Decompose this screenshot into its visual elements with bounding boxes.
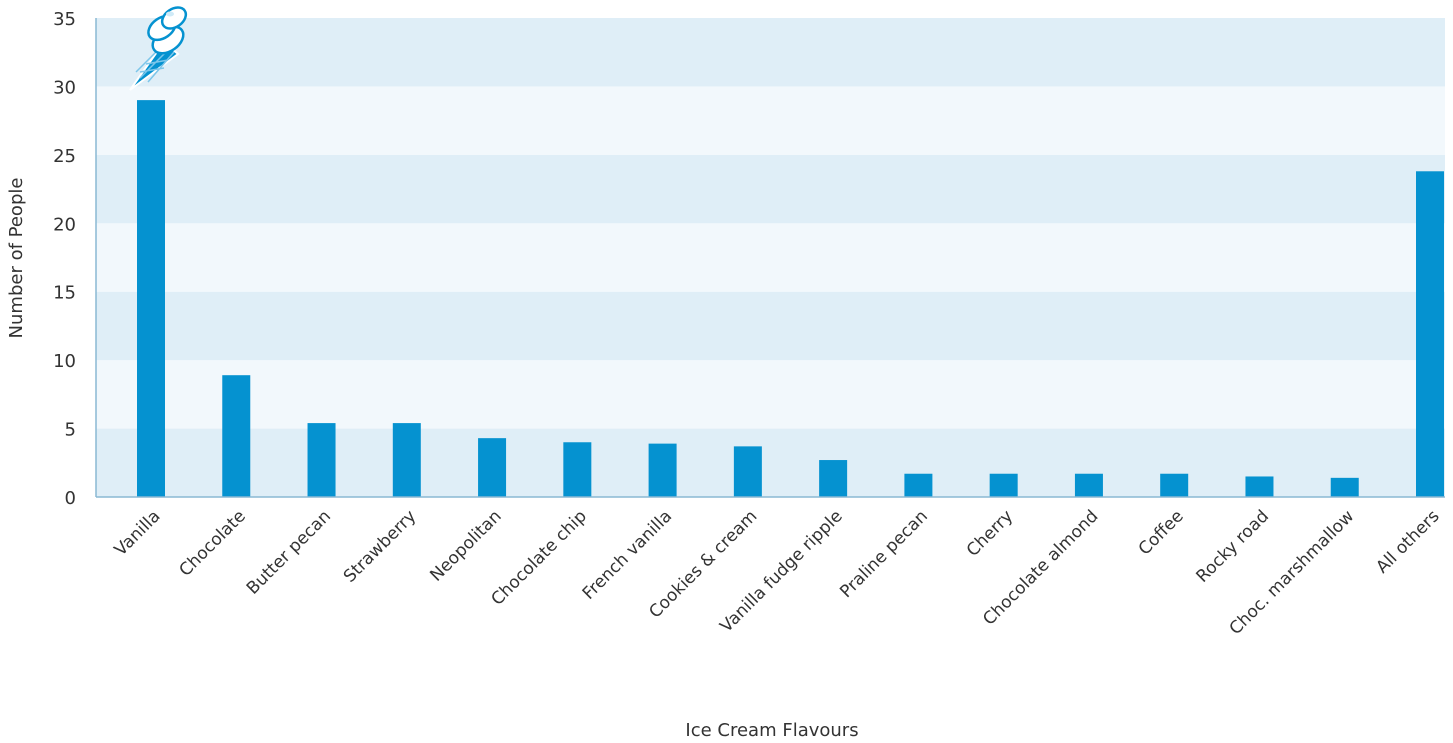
grid-band xyxy=(96,291,1445,361)
x-tick-label: Chocolate xyxy=(176,506,250,580)
grid-band xyxy=(96,18,1445,87)
bar xyxy=(137,100,165,497)
x-tick-label: All others xyxy=(1372,506,1443,577)
y-tick-label: 35 xyxy=(53,9,76,30)
y-tick-label: 20 xyxy=(53,214,76,235)
x-tick-label: Rocky road xyxy=(1193,506,1273,586)
bar xyxy=(1330,477,1359,497)
bar xyxy=(989,473,1018,497)
bar xyxy=(1416,171,1444,497)
bar xyxy=(819,460,848,497)
x-tick-label: Coffee xyxy=(1135,506,1188,559)
grid-band xyxy=(96,154,1445,224)
bar xyxy=(733,446,762,497)
x-tick-label: Praline pecan xyxy=(836,506,932,602)
x-tick-label: Neopolitan xyxy=(426,506,505,585)
y-tick-label: 10 xyxy=(53,351,76,372)
y-axis-title: Number of People xyxy=(6,178,27,339)
y-tick-label: 30 xyxy=(53,77,76,98)
bar xyxy=(1245,476,1274,497)
x-tick-label: Cherry xyxy=(963,506,1017,560)
bar xyxy=(1160,473,1189,497)
bars xyxy=(137,100,1444,497)
x-tick-label: French vanilla xyxy=(579,506,676,603)
bar xyxy=(1074,473,1103,497)
grid-band xyxy=(96,86,1445,155)
y-tick-label: 15 xyxy=(53,283,76,304)
bar xyxy=(392,423,421,497)
x-tick-label: Vanilla xyxy=(111,506,165,560)
grid-band xyxy=(96,223,1445,292)
bar xyxy=(222,375,251,497)
bar xyxy=(648,443,677,497)
bar xyxy=(307,423,336,497)
x-tick-label: Butter pecan xyxy=(243,506,335,598)
y-tick-label: 5 xyxy=(65,420,76,441)
x-tick-label: Strawberry xyxy=(340,506,420,586)
y-tick-label: 0 xyxy=(65,488,76,509)
grid-band xyxy=(96,360,1445,429)
bar xyxy=(563,442,592,497)
x-axis-title: Ice Cream Flavours xyxy=(685,720,858,741)
grid-bands xyxy=(96,18,1445,497)
bar xyxy=(478,438,507,497)
ice-cream-cone-icon xyxy=(129,6,188,91)
y-tick-label: 25 xyxy=(53,146,76,167)
grid-band xyxy=(96,428,1445,497)
bar xyxy=(904,473,933,497)
y-tick-labels: 0 5 10 15 20 25 30 35 xyxy=(53,9,76,509)
